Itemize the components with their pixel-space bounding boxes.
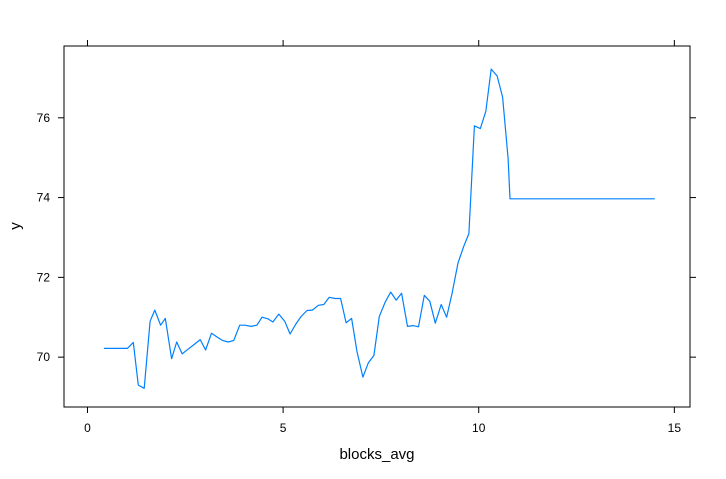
x-axis-label: blocks_avg — [339, 446, 414, 463]
axis-ticks — [58, 40, 696, 413]
y-tick-label: 74 — [37, 191, 51, 205]
y-tick-label: 70 — [37, 350, 51, 364]
x-tick-label: 15 — [668, 421, 682, 435]
y-tick-label: 76 — [37, 111, 51, 125]
x-tick-label: 10 — [472, 421, 486, 435]
series-line-0 — [103, 68, 655, 389]
x-tick-label: 5 — [280, 421, 287, 435]
y-axis-label: y — [7, 222, 24, 230]
plot-frame — [63, 45, 691, 408]
x-tick-label: 0 — [84, 421, 91, 435]
y-tick-label: 72 — [37, 270, 51, 284]
tick-labels: 0 5 10 15 70 72 74 76 — [37, 111, 682, 435]
series-layer — [103, 68, 655, 389]
